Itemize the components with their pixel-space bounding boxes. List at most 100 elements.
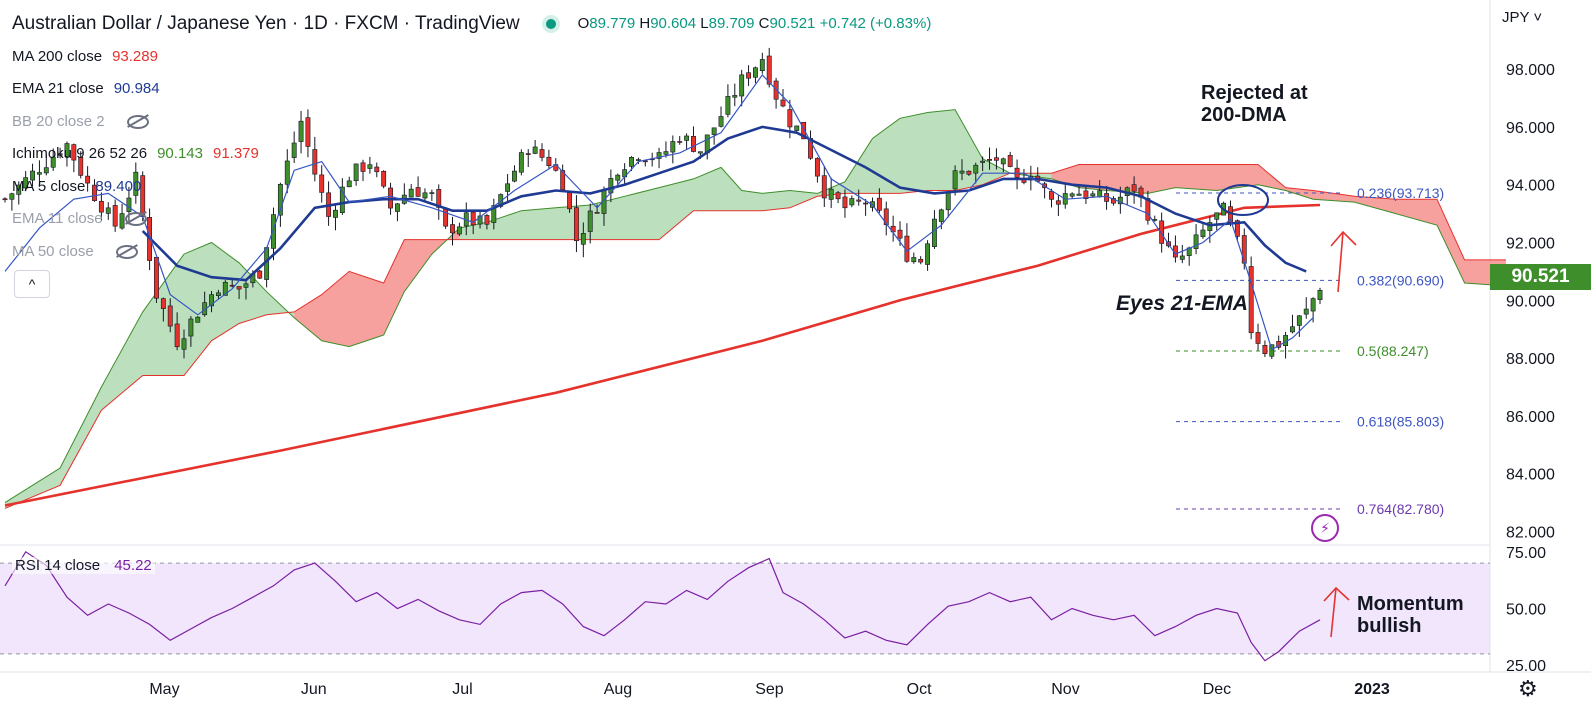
rsi-band <box>0 562 1490 655</box>
candle-body <box>319 174 325 193</box>
candle-body <box>1207 222 1213 231</box>
up-arrow-price[interactable] <box>1337 231 1344 293</box>
legend-ma200[interactable]: MA 200 close 93.289 <box>12 47 158 65</box>
candle-body <box>429 192 435 194</box>
candle-body <box>277 183 283 216</box>
candle-body <box>160 298 166 309</box>
candle-body <box>291 142 297 158</box>
candle-body <box>112 205 118 227</box>
candle-body <box>257 270 263 279</box>
legend-ma50[interactable]: MA 50 close <box>12 236 931 269</box>
up-arrow-rsi-head <box>1323 586 1350 602</box>
annotation-momentum[interactable]: Momentum bullish <box>1357 593 1464 637</box>
candle-body <box>691 135 696 152</box>
candle-body <box>346 180 352 188</box>
price-tick-label: 84.000 <box>1506 467 1555 484</box>
candle-body <box>1007 155 1013 167</box>
price-axis: 82.000 84.000 86.000 88.000 90.000 92.000 94.0… <box>1506 62 1555 675</box>
time-tick-label: Dec <box>1203 681 1231 698</box>
candle-body <box>794 125 800 131</box>
candle-body <box>911 257 917 263</box>
candle-body <box>842 196 848 209</box>
candle-body <box>821 175 827 199</box>
legend-ichimoku[interactable]: Ichimoku 9 26 52 26 90.143 91.379 <box>12 145 259 163</box>
candle-body <box>1296 315 1302 326</box>
fibonacci-levels: 0.236(93.713) 0.382(90.690) 0.5(88.247) 0.6… <box>1176 185 1444 517</box>
candle-body <box>766 55 772 85</box>
ohlc-values: O89.779 H90.604 L89.709 C90.521 +0.742 (… <box>577 15 932 33</box>
candle-body <box>353 163 359 182</box>
candle-body <box>209 294 214 307</box>
candle-body <box>739 74 745 97</box>
hidden-eye-icon[interactable] <box>126 114 149 129</box>
candle-body <box>1290 326 1295 333</box>
candle-body <box>470 211 476 226</box>
candle-body <box>174 323 180 348</box>
candle-body <box>1248 266 1254 334</box>
candle-body <box>456 226 462 235</box>
time-tick-label: May <box>149 681 179 698</box>
symbol-title[interactable]: Australian Dollar / Japanese Yen · 1D · … <box>12 13 520 35</box>
candle-body <box>732 95 738 98</box>
candle-body <box>883 208 889 226</box>
grid <box>0 0 1591 673</box>
rsi-tick-label: 25.00 <box>1506 658 1546 675</box>
candle-body <box>1303 308 1309 315</box>
candle-body <box>1097 190 1103 198</box>
ema21-series <box>141 125 1307 282</box>
candle-body <box>546 156 552 166</box>
annotation-rejected[interactable]: Rejected at 200-DMA <box>1201 82 1308 126</box>
candle-body <box>1083 190 1089 199</box>
candle-body <box>236 286 242 290</box>
legend-ema21[interactable]: EMA 21 close 90.984 <box>12 80 160 98</box>
chart-legend: Australian Dollar / Japanese Yen · 1D · … <box>12 8 931 268</box>
candle-body <box>381 170 387 187</box>
candle-body <box>23 177 29 189</box>
candle-body <box>1117 196 1123 205</box>
candle-body <box>92 184 97 201</box>
candle-body <box>229 284 235 287</box>
high-value: 90.604 <box>650 15 697 33</box>
currency-selector[interactable]: JPY ˅ <box>1502 9 1543 26</box>
collapse-legend-button[interactable]: ^ <box>14 270 50 298</box>
candle-body <box>1111 198 1116 204</box>
annotation-eyes[interactable]: Eyes 21-EMA <box>1116 292 1248 315</box>
lightning-icon[interactable]: ⚡ <box>1311 514 1339 542</box>
legend-ma5[interactable]: MA 5 close 89.400 <box>12 177 142 195</box>
hidden-eye-icon[interactable] <box>124 212 147 227</box>
hidden-eye-icon[interactable] <box>115 244 138 259</box>
candle-body <box>718 116 724 127</box>
candle-body <box>105 207 111 214</box>
candle-body <box>57 153 63 156</box>
drawings <box>1217 184 1357 638</box>
candle-body <box>1076 193 1082 196</box>
candle-body <box>1131 184 1137 192</box>
fib-label-4: 0.764(82.780) <box>1357 501 1444 517</box>
candle-body <box>539 149 545 158</box>
candle-body <box>126 197 132 212</box>
gear-icon[interactable]: ⚙ <box>1518 676 1538 701</box>
cloud-green <box>459 109 1052 240</box>
highlight-ellipse[interactable] <box>1217 184 1269 216</box>
candle-body <box>1069 193 1075 197</box>
candle-body <box>918 258 924 263</box>
legend-bb20[interactable]: BB 20 close 2 <box>12 106 931 139</box>
candle-body <box>574 207 579 242</box>
candle-body <box>897 229 903 239</box>
candle-body <box>64 143 70 157</box>
price-tick-label: 92.000 <box>1506 236 1555 253</box>
candle-body <box>1090 193 1096 197</box>
legend-ema11[interactable]: EMA 11 close <box>12 203 931 236</box>
candle-body <box>339 186 345 213</box>
rsi-series <box>4 550 1321 662</box>
rsi-band-fill <box>0 563 1490 654</box>
candle-body <box>711 127 717 135</box>
candle-body <box>43 167 49 174</box>
candle-body <box>450 224 455 234</box>
candle-body <box>477 215 483 225</box>
price-tick-label: 96.000 <box>1506 120 1555 137</box>
candle-body <box>1310 298 1316 312</box>
rsi-legend[interactable]: RSI 14 close 45.22 <box>12 557 155 574</box>
up-arrow-rsi[interactable] <box>1330 587 1337 638</box>
